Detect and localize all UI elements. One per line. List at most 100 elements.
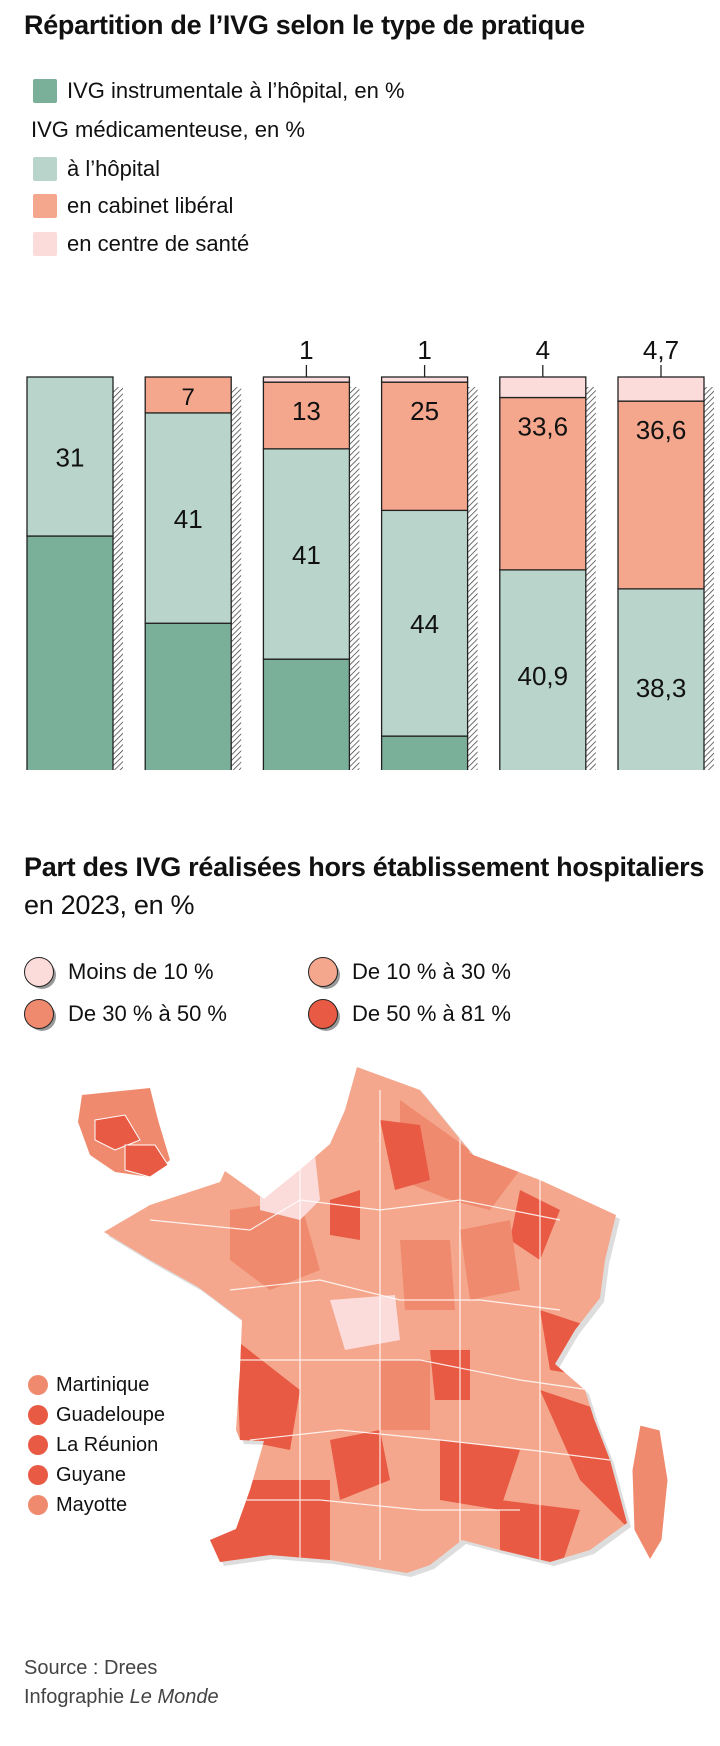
region (430, 1350, 470, 1400)
map-legend-item: Moins de 10 % (24, 957, 214, 987)
data-label: 44 (410, 609, 439, 639)
bar-segment (144, 376, 232, 414)
data-label: 38,3 (636, 673, 687, 703)
bar-segment (617, 376, 705, 402)
region (380, 1120, 430, 1190)
legend-circle (24, 999, 54, 1029)
france-map (78, 1067, 669, 1577)
bar-segment (380, 376, 469, 383)
overseas-item: Mayotte (28, 1490, 165, 1520)
bar-2001: 69312001 (26, 376, 123, 770)
region (510, 1190, 560, 1260)
overseas-item: Guyane (28, 1460, 165, 1490)
legend-circle (308, 957, 338, 987)
bar-legend: IVG instrumentale à l’hôpital, en % IVG … (31, 72, 405, 263)
department-borders (149, 1090, 611, 1560)
credit-text: Infographie Le Monde (24, 1683, 219, 1712)
source-text: Source : Drees (24, 1657, 158, 1679)
region (460, 1220, 520, 1300)
legend-circle (308, 999, 338, 1029)
region (330, 1430, 390, 1500)
region (200, 1480, 330, 1573)
bar-segment (144, 412, 232, 624)
data-label: 41 (174, 504, 203, 534)
bar-shadow (349, 387, 360, 770)
bar-2022: 21,540,933,642022 (499, 335, 596, 770)
overseas-label: Guadeloupe (56, 1403, 165, 1426)
bar-segment (144, 622, 232, 770)
data-label: 1 (417, 335, 431, 365)
bar-shadow (585, 387, 596, 770)
overseas-label: Mayotte (56, 1493, 128, 1516)
chart-title: Répartition de l’IVG selon le type de pr… (24, 10, 585, 40)
region (380, 1360, 430, 1430)
bar-shadow (231, 387, 242, 770)
legend-swatch (33, 232, 57, 256)
data-label: 4,7 (643, 335, 679, 365)
legend-label: en centre de santé (67, 231, 250, 256)
region (330, 1190, 360, 1240)
overseas-label: La Réunion (56, 1433, 159, 1456)
bar-2011: 45411312011 (262, 335, 360, 770)
region-low (330, 1295, 400, 1350)
legend-item-instrumentale: IVG instrumentale à l’hôpital, en % (33, 72, 405, 110)
bar-segment (26, 376, 114, 537)
overseas-item: Martinique (28, 1370, 165, 1400)
corsica (631, 1424, 669, 1562)
bar-shadow (467, 387, 478, 770)
region (230, 1200, 320, 1290)
bar-shadow (113, 387, 123, 770)
data-label: 13 (292, 396, 321, 426)
data-label: 41 (292, 540, 321, 570)
map-title: Part des IVG réalisées hors établissemen… (24, 848, 704, 924)
stacked-bar-chart: 6931200152417200645411312011304425120182… (26, 335, 714, 770)
bar-segment (380, 509, 469, 737)
region (400, 1240, 455, 1310)
bar-segment (499, 376, 587, 399)
overseas-label: Guyane (56, 1463, 127, 1486)
overseas-dot (28, 1405, 48, 1425)
mainland-france (104, 1067, 627, 1573)
bar-segment (617, 400, 705, 590)
inset-region (124, 1144, 169, 1178)
bar-segment (262, 658, 351, 770)
legend-circle (24, 957, 54, 987)
overseas-dot (28, 1465, 48, 1485)
legend-label: en cabinet libéral (67, 193, 234, 218)
overseas-dot (28, 1435, 48, 1455)
legend-item-centre: en centre de santé (33, 225, 405, 263)
overseas-dot (28, 1375, 48, 1395)
overseas-item: La Réunion (28, 1430, 165, 1460)
legend-swatch (33, 156, 57, 181)
legend-label: à l’hôpital (67, 155, 160, 181)
bar-segment (617, 588, 705, 770)
legend-group-label: IVG médicamenteuse, en % (31, 117, 305, 142)
bar-segment (380, 735, 469, 770)
overseas-dot (28, 1495, 48, 1515)
data-label: 25 (410, 396, 439, 426)
map-legend-item: De 50 % à 81 % (308, 999, 511, 1029)
bar-segment (262, 381, 351, 450)
overseas-label: Martinique (56, 1373, 150, 1396)
legend-label: IVG instrumentale à l’hôpital, en % (67, 78, 405, 103)
region (236, 1340, 300, 1450)
footer: Source : Drees Infographie Le Monde (24, 1654, 219, 1712)
map-legend-item: De 10 % à 30 % (308, 957, 511, 987)
bar-shadow (704, 387, 714, 770)
bar-segment (499, 396, 587, 571)
legend-label: Moins de 10 % (68, 959, 214, 984)
map-title-regular: en 2023, en % (24, 890, 195, 920)
bar-segment (262, 376, 351, 383)
legend-label: De 10 % à 30 % (352, 959, 511, 984)
data-label: 33,6 (517, 412, 568, 442)
bar-2023: 20,438,336,64,72023 (617, 335, 714, 770)
legend-item-cabinet: en cabinet libéral (33, 187, 405, 225)
data-label: 4 (536, 335, 550, 365)
legend-label: De 50 % à 81 % (352, 1001, 511, 1026)
ile-de-france-inset (78, 1088, 170, 1178)
overseas-legend: Martinique Guadeloupe La Réunion Guyane Mayo… (28, 1370, 165, 1520)
data-label: 36,6 (636, 415, 687, 445)
bar-2006: 524172006 (144, 376, 242, 770)
data-label: 1 (299, 335, 313, 365)
bar-segment (380, 381, 469, 512)
